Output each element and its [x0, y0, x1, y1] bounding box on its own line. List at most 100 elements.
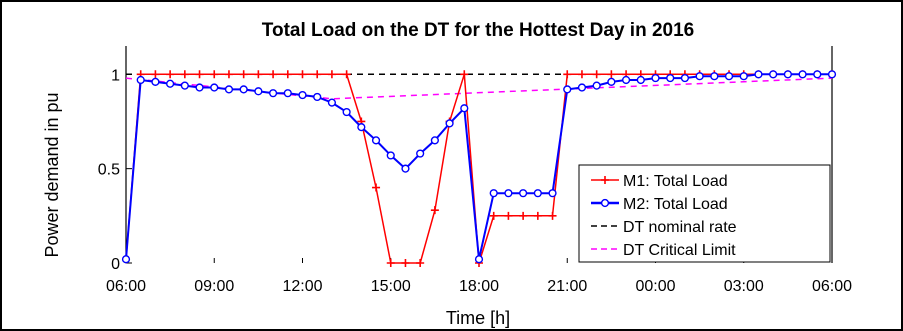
data-point	[371, 136, 381, 145]
x-tick-label: 00:00	[635, 278, 675, 295]
data-point	[224, 70, 233, 79]
data-point	[489, 211, 498, 220]
series-line	[125, 77, 833, 100]
data-point	[195, 83, 204, 92]
data-point	[166, 79, 175, 88]
x-tick-label: 06:00	[106, 278, 146, 295]
data-point	[563, 70, 572, 79]
data-point	[210, 70, 219, 79]
data-point	[430, 206, 439, 215]
data-point	[121, 255, 131, 264]
y-tick-label: 0.5	[98, 162, 120, 179]
data-point	[577, 83, 587, 92]
data-point	[283, 70, 292, 79]
data-point	[460, 104, 469, 113]
data-point	[430, 136, 439, 145]
data-point	[827, 70, 837, 79]
data-point	[813, 70, 822, 79]
series-1	[121, 70, 837, 264]
data-point	[416, 149, 425, 158]
data-point	[710, 72, 719, 81]
data-point	[489, 189, 498, 198]
x-tick-label: 03:00	[724, 278, 764, 295]
data-point	[210, 83, 219, 92]
data-point	[386, 151, 395, 160]
data-point	[224, 85, 234, 94]
data-point	[474, 255, 484, 264]
data-point	[298, 70, 307, 79]
data-point	[445, 119, 454, 128]
x-tick-label: 12:00	[282, 278, 322, 295]
data-point	[577, 70, 586, 79]
plot-area	[121, 70, 837, 267]
data-point	[386, 259, 395, 267]
data-point	[151, 70, 160, 79]
data-point	[151, 77, 160, 86]
data-point	[739, 72, 748, 81]
x-axis-label: Time [h]	[446, 308, 510, 328]
legend: M1: Total Load M2: Total Load DT nominal r…	[578, 164, 831, 263]
data-point	[651, 73, 660, 83]
data-point	[533, 211, 542, 220]
data-point	[136, 75, 145, 85]
data-point	[357, 123, 366, 132]
data-point	[519, 211, 528, 220]
data-point	[254, 70, 263, 79]
data-point	[680, 73, 690, 83]
data-point	[607, 77, 616, 86]
data-point	[416, 259, 425, 267]
data-point	[666, 73, 675, 83]
data-point	[548, 189, 557, 198]
x-tick-label: 15:00	[371, 278, 411, 295]
legend-marker	[601, 176, 609, 184]
series-3	[125, 77, 833, 100]
data-point	[695, 72, 704, 81]
legend-entry: M2: Total Load	[623, 196, 728, 213]
x-tick-label: 06:00	[812, 278, 852, 295]
data-point	[195, 70, 204, 79]
data-point	[313, 70, 322, 79]
data-point	[798, 70, 807, 79]
data-point	[783, 70, 792, 79]
data-point	[724, 72, 734, 81]
data-point	[592, 81, 601, 90]
data-point	[180, 81, 189, 90]
data-point	[283, 89, 292, 98]
data-point	[401, 164, 410, 173]
data-point	[342, 70, 351, 79]
data-point	[754, 70, 763, 79]
data-point	[298, 90, 307, 100]
legend-marker	[600, 198, 610, 208]
data-point	[563, 85, 572, 94]
data-point	[636, 75, 645, 85]
data-point	[504, 211, 513, 220]
axes: 0 0.5 1 06:00 09:00 12:00 15:00 18:00 21:00 00:00…	[98, 46, 852, 295]
data-point	[401, 259, 410, 267]
data-point	[239, 70, 248, 79]
x-tick-label: 09:00	[194, 278, 234, 295]
data-point	[372, 183, 381, 192]
x-tick-label: 21:00	[547, 278, 587, 295]
data-point	[268, 89, 278, 98]
legend-entry: DT nominal rate	[623, 219, 737, 236]
data-point	[327, 98, 337, 107]
data-point	[327, 70, 336, 79]
data-point	[269, 70, 278, 79]
data-point	[254, 87, 263, 96]
data-point	[342, 107, 351, 117]
data-point	[607, 70, 616, 79]
y-tick-label: 0	[111, 256, 120, 273]
data-point	[504, 189, 513, 198]
data-point	[519, 189, 528, 198]
y-tick-label: 1	[111, 67, 120, 84]
data-point	[239, 85, 248, 94]
legend-entry: DT Critical Limit	[623, 242, 736, 259]
data-point	[166, 70, 175, 79]
chart-title: Total Load on the DT for the Hottest Day…	[262, 20, 694, 41]
data-point	[533, 189, 542, 198]
data-point	[313, 92, 322, 102]
x-tick-label: 18:00	[459, 278, 499, 295]
y-axis-label: Power demand in pu	[42, 92, 62, 257]
